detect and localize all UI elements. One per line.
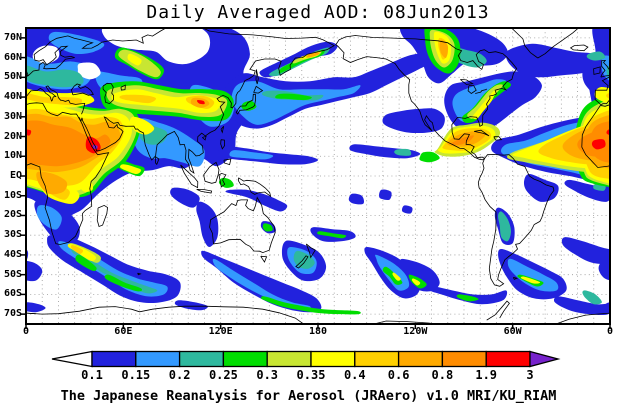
lat-label: 20S — [3, 209, 22, 221]
world-map — [26, 28, 610, 324]
lat-label: 70S — [3, 308, 22, 320]
caption: The Japanese Reanalysis for Aerosol (JRA… — [60, 388, 557, 404]
lon-label: 120E — [208, 326, 233, 337]
lat-label: 40S — [3, 248, 22, 260]
lon-label: 0 — [606, 326, 614, 337]
lon-label: 120W — [403, 326, 428, 337]
lon-label: 60W — [503, 326, 522, 337]
colorbar-tick-label: 0.8 — [431, 368, 454, 382]
lat-label: 70N — [3, 31, 22, 43]
lat-label: 20N — [3, 130, 22, 142]
lat-label: 50N — [3, 71, 22, 83]
lon-label: 60E — [114, 326, 133, 337]
lat-label: 40N — [3, 91, 22, 103]
lat-label: EQ — [9, 170, 22, 181]
colorbar-tick-label: 0.1 — [81, 368, 103, 382]
colorbar-tick-label: 1.9 — [475, 368, 498, 382]
lat-label: 10N — [3, 150, 22, 162]
chart-title: Daily Averaged AOD: 08Jun2013 — [146, 2, 490, 23]
colorbar-tick-label: 0.4 — [343, 368, 366, 382]
colorbar-tick-label: 0.25 — [208, 368, 238, 382]
lat-label: 60N — [3, 51, 22, 63]
lat-label: 60S — [3, 288, 22, 300]
colorbar-tick-label: 0.3 — [256, 368, 279, 382]
colorbar-tick-label: 0.6 — [387, 368, 410, 382]
colorbar-tick-label: 3 — [526, 368, 534, 382]
lon-label: 0 — [22, 326, 30, 337]
colorbar-tick-label: 0.2 — [168, 368, 191, 382]
lat-label: 30S — [3, 229, 22, 241]
lat-label: 30N — [3, 110, 22, 122]
lat-label: 10S — [3, 189, 22, 201]
lat-label: 50S — [3, 268, 22, 280]
lon-label: 180 — [308, 326, 328, 337]
colorbar-tick-label: 0.15 — [121, 368, 151, 382]
colorbar-tick-label: 0.35 — [296, 368, 326, 382]
